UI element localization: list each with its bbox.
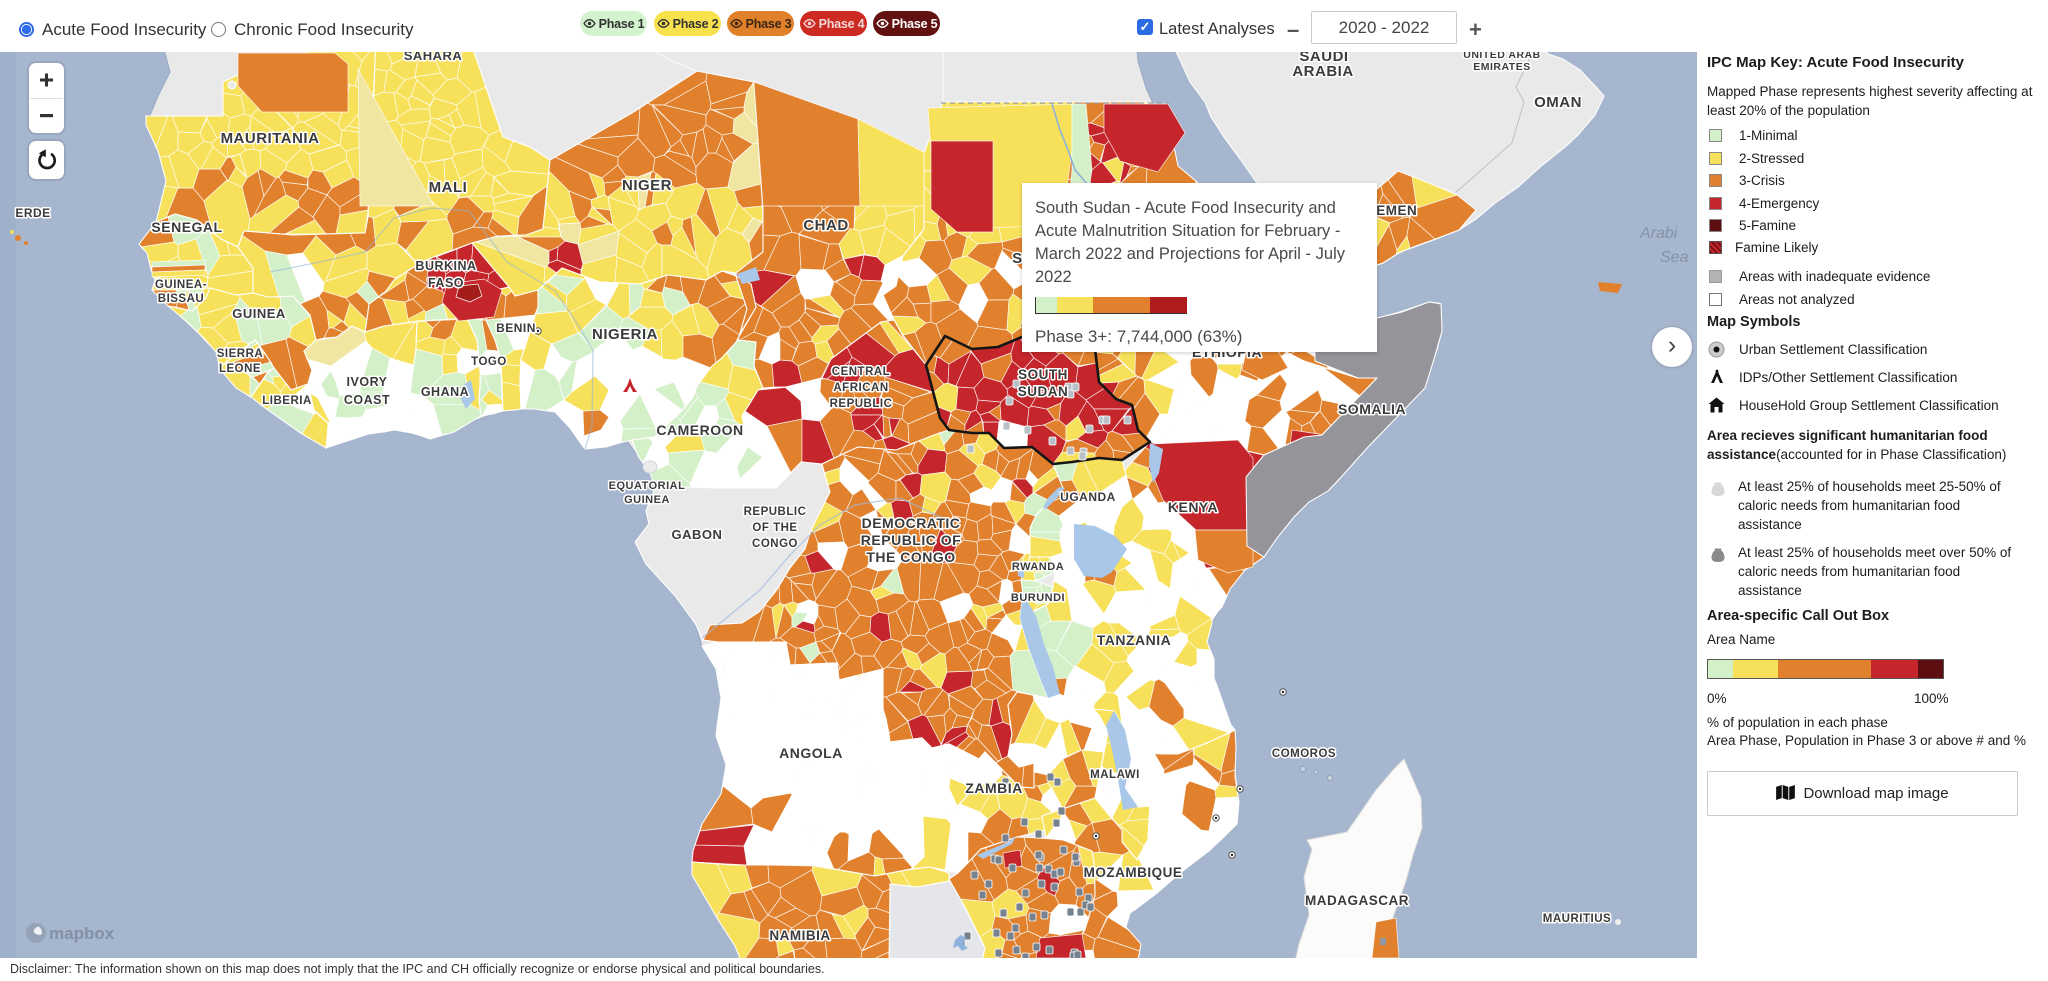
svg-text:TOGO: TOGO bbox=[471, 356, 507, 368]
svg-text:GUINEA-: GUINEA- bbox=[155, 279, 207, 291]
svg-text:CHAD: CHAD bbox=[803, 217, 848, 234]
svg-text:KENYA: KENYA bbox=[1168, 499, 1218, 515]
svg-text:SUDAN: SUDAN bbox=[1018, 384, 1069, 399]
svg-text:GUINEA: GUINEA bbox=[624, 494, 670, 506]
svg-text:SENEGAL: SENEGAL bbox=[151, 219, 222, 235]
svg-text:MADAGASCAR: MADAGASCAR bbox=[1305, 893, 1409, 908]
svg-text:LEONE: LEONE bbox=[219, 363, 261, 375]
svg-text:MAURITANIA: MAURITANIA bbox=[221, 130, 320, 147]
svg-text:CONGO: CONGO bbox=[752, 538, 798, 550]
svg-text:NIGERIA: NIGERIA bbox=[592, 326, 658, 343]
svg-text:GABON: GABON bbox=[672, 527, 723, 542]
svg-text:LIBERIA: LIBERIA bbox=[262, 395, 312, 407]
svg-text:OMAN: OMAN bbox=[1534, 94, 1582, 111]
svg-text:MALAWI: MALAWI bbox=[1090, 769, 1140, 781]
svg-text:ARABIA: ARABIA bbox=[1292, 63, 1353, 80]
svg-text:GUINEA: GUINEA bbox=[232, 306, 286, 321]
svg-text:Arabi: Arabi bbox=[1639, 225, 1678, 242]
svg-text:AFRICAN: AFRICAN bbox=[833, 382, 888, 394]
svg-text:CENTRAL: CENTRAL bbox=[832, 366, 890, 378]
svg-text:MAURITIUS: MAURITIUS bbox=[1543, 913, 1611, 925]
svg-text:EMIRATES: EMIRATES bbox=[1473, 61, 1530, 73]
svg-text:ERDE: ERDE bbox=[15, 206, 50, 220]
svg-text:SOMALIA: SOMALIA bbox=[1338, 401, 1406, 417]
svg-text:MALI: MALI bbox=[429, 179, 468, 196]
svg-text:THE CONGO: THE CONGO bbox=[866, 549, 955, 565]
svg-text:SOUTH: SOUTH bbox=[1018, 367, 1068, 382]
svg-text:BURUNDI: BURUNDI bbox=[1011, 592, 1065, 604]
svg-text:TANZANIA: TANZANIA bbox=[1097, 632, 1172, 648]
svg-text:mapbox: mapbox bbox=[49, 924, 115, 943]
svg-text:COMOROS: COMOROS bbox=[1272, 748, 1336, 760]
svg-text:CAMEROON: CAMEROON bbox=[656, 422, 743, 438]
svg-text:OF THE: OF THE bbox=[752, 522, 797, 534]
svg-text:NIGER: NIGER bbox=[622, 177, 672, 194]
svg-text:ANGOLA: ANGOLA bbox=[779, 745, 843, 761]
svg-text:ZAMBIA: ZAMBIA bbox=[965, 780, 1022, 796]
svg-text:BENIN: BENIN bbox=[496, 321, 536, 335]
svg-text:RWANDA: RWANDA bbox=[1012, 561, 1064, 573]
svg-text:REPUBLIC: REPUBLIC bbox=[830, 398, 893, 410]
svg-text:MOZAMBIQUE: MOZAMBIQUE bbox=[1084, 865, 1183, 880]
svg-text:COAST: COAST bbox=[344, 393, 390, 407]
svg-text:IVORY: IVORY bbox=[347, 375, 388, 389]
svg-text:BISSAU: BISSAU bbox=[158, 293, 204, 305]
svg-text:FASO: FASO bbox=[428, 276, 464, 290]
svg-text:Sea: Sea bbox=[1660, 249, 1689, 266]
svg-text:REPUBLIC: REPUBLIC bbox=[744, 506, 807, 518]
svg-text:YEMEN: YEMEN bbox=[1367, 203, 1418, 218]
svg-text:UGANDA: UGANDA bbox=[1060, 490, 1116, 504]
svg-text:NAMIBIA: NAMIBIA bbox=[769, 928, 830, 943]
svg-text:GHANA: GHANA bbox=[421, 385, 469, 399]
svg-text:REPUBLIC OF: REPUBLIC OF bbox=[861, 532, 961, 548]
svg-text:EQUATORIAL: EQUATORIAL bbox=[609, 480, 686, 492]
svg-text:BURKINA: BURKINA bbox=[415, 259, 476, 273]
svg-text:SIERRA: SIERRA bbox=[217, 348, 263, 360]
svg-text:DEMOCRATIC: DEMOCRATIC bbox=[862, 515, 961, 531]
